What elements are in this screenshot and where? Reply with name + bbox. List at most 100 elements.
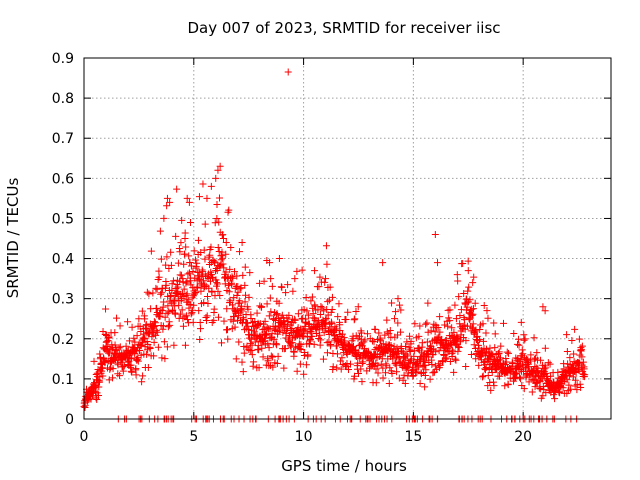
data-point xyxy=(382,369,390,377)
data-point xyxy=(409,372,417,380)
data-point xyxy=(464,287,472,295)
data-point xyxy=(514,340,522,348)
data-point xyxy=(182,291,190,299)
data-point xyxy=(427,356,435,364)
data-point xyxy=(239,314,247,322)
data-point xyxy=(256,279,264,287)
data-point xyxy=(392,361,400,369)
data-point xyxy=(245,346,253,354)
y-tick-label: 0.5 xyxy=(52,211,74,227)
data-point xyxy=(225,288,233,296)
data-point xyxy=(177,239,185,247)
data-point xyxy=(201,220,209,228)
data-point xyxy=(155,273,163,281)
data-point xyxy=(274,352,282,360)
data-point xyxy=(171,302,179,310)
data-point xyxy=(258,303,266,311)
data-point xyxy=(213,280,221,288)
data-point xyxy=(551,395,559,403)
x-tick-label: 20 xyxy=(514,429,532,445)
data-point xyxy=(568,336,576,344)
data-point xyxy=(199,180,207,188)
data-point xyxy=(281,345,289,353)
data-point xyxy=(517,375,525,383)
data-point xyxy=(282,289,290,297)
data-point xyxy=(235,338,243,346)
data-point xyxy=(225,206,233,214)
data-point xyxy=(326,283,334,291)
data-point xyxy=(160,338,168,346)
data-point xyxy=(351,315,359,323)
data-point xyxy=(333,364,341,372)
data-point xyxy=(328,306,336,314)
data-point xyxy=(189,318,197,326)
data-point xyxy=(157,290,165,298)
data-point xyxy=(464,257,472,265)
data-point xyxy=(246,334,254,342)
data-point xyxy=(119,367,127,375)
y-tick-label: 0 xyxy=(65,412,74,428)
data-point xyxy=(479,320,487,328)
data-point xyxy=(243,342,251,350)
y-tick-label: 0.7 xyxy=(52,131,74,147)
data-point xyxy=(577,383,585,391)
data-point xyxy=(416,322,424,330)
data-point xyxy=(578,353,586,361)
data-point xyxy=(406,348,414,356)
data-point xyxy=(452,315,460,323)
data-point xyxy=(114,359,122,367)
data-point xyxy=(463,303,471,311)
data-point xyxy=(293,267,301,275)
data-point xyxy=(357,365,365,373)
data-point xyxy=(268,282,276,290)
data-point xyxy=(395,374,403,382)
data-point xyxy=(190,287,198,295)
data-point xyxy=(136,346,144,354)
data-point xyxy=(394,295,402,303)
data-point xyxy=(475,361,483,369)
data-point xyxy=(479,337,487,345)
data-point xyxy=(484,314,492,322)
data-point xyxy=(187,262,195,270)
data-point xyxy=(194,251,202,259)
data-point xyxy=(456,312,464,320)
data-point xyxy=(164,302,172,310)
data-point xyxy=(312,330,320,338)
data-point xyxy=(195,307,203,315)
data-point xyxy=(407,337,415,345)
data-point xyxy=(93,395,101,403)
data-point xyxy=(214,287,222,295)
data-point xyxy=(428,360,436,368)
data-point xyxy=(448,324,456,332)
data-point xyxy=(490,382,498,390)
data-point xyxy=(355,351,363,359)
data-point xyxy=(387,342,395,350)
data-point xyxy=(174,283,182,291)
data-point xyxy=(141,315,149,323)
data-point xyxy=(193,284,201,292)
data-point xyxy=(275,299,283,307)
data-point xyxy=(139,372,147,380)
data-point xyxy=(311,267,319,275)
data-point xyxy=(265,312,273,320)
data-point xyxy=(116,372,124,380)
data-point xyxy=(565,381,573,389)
data-point xyxy=(133,355,141,363)
data-point xyxy=(303,307,311,315)
data-point xyxy=(397,328,405,336)
data-point xyxy=(462,337,470,345)
data-point xyxy=(205,284,213,292)
data-point xyxy=(150,338,158,346)
data-point xyxy=(158,289,166,297)
data-point xyxy=(159,322,167,330)
data-point xyxy=(424,328,432,336)
data-point xyxy=(414,363,422,371)
data-point xyxy=(246,269,254,277)
data-point xyxy=(422,366,430,374)
data-point xyxy=(127,361,135,369)
data-point xyxy=(236,299,244,307)
data-point xyxy=(448,346,456,354)
data-point xyxy=(96,378,104,386)
data-point xyxy=(539,392,547,400)
data-point xyxy=(531,363,539,371)
